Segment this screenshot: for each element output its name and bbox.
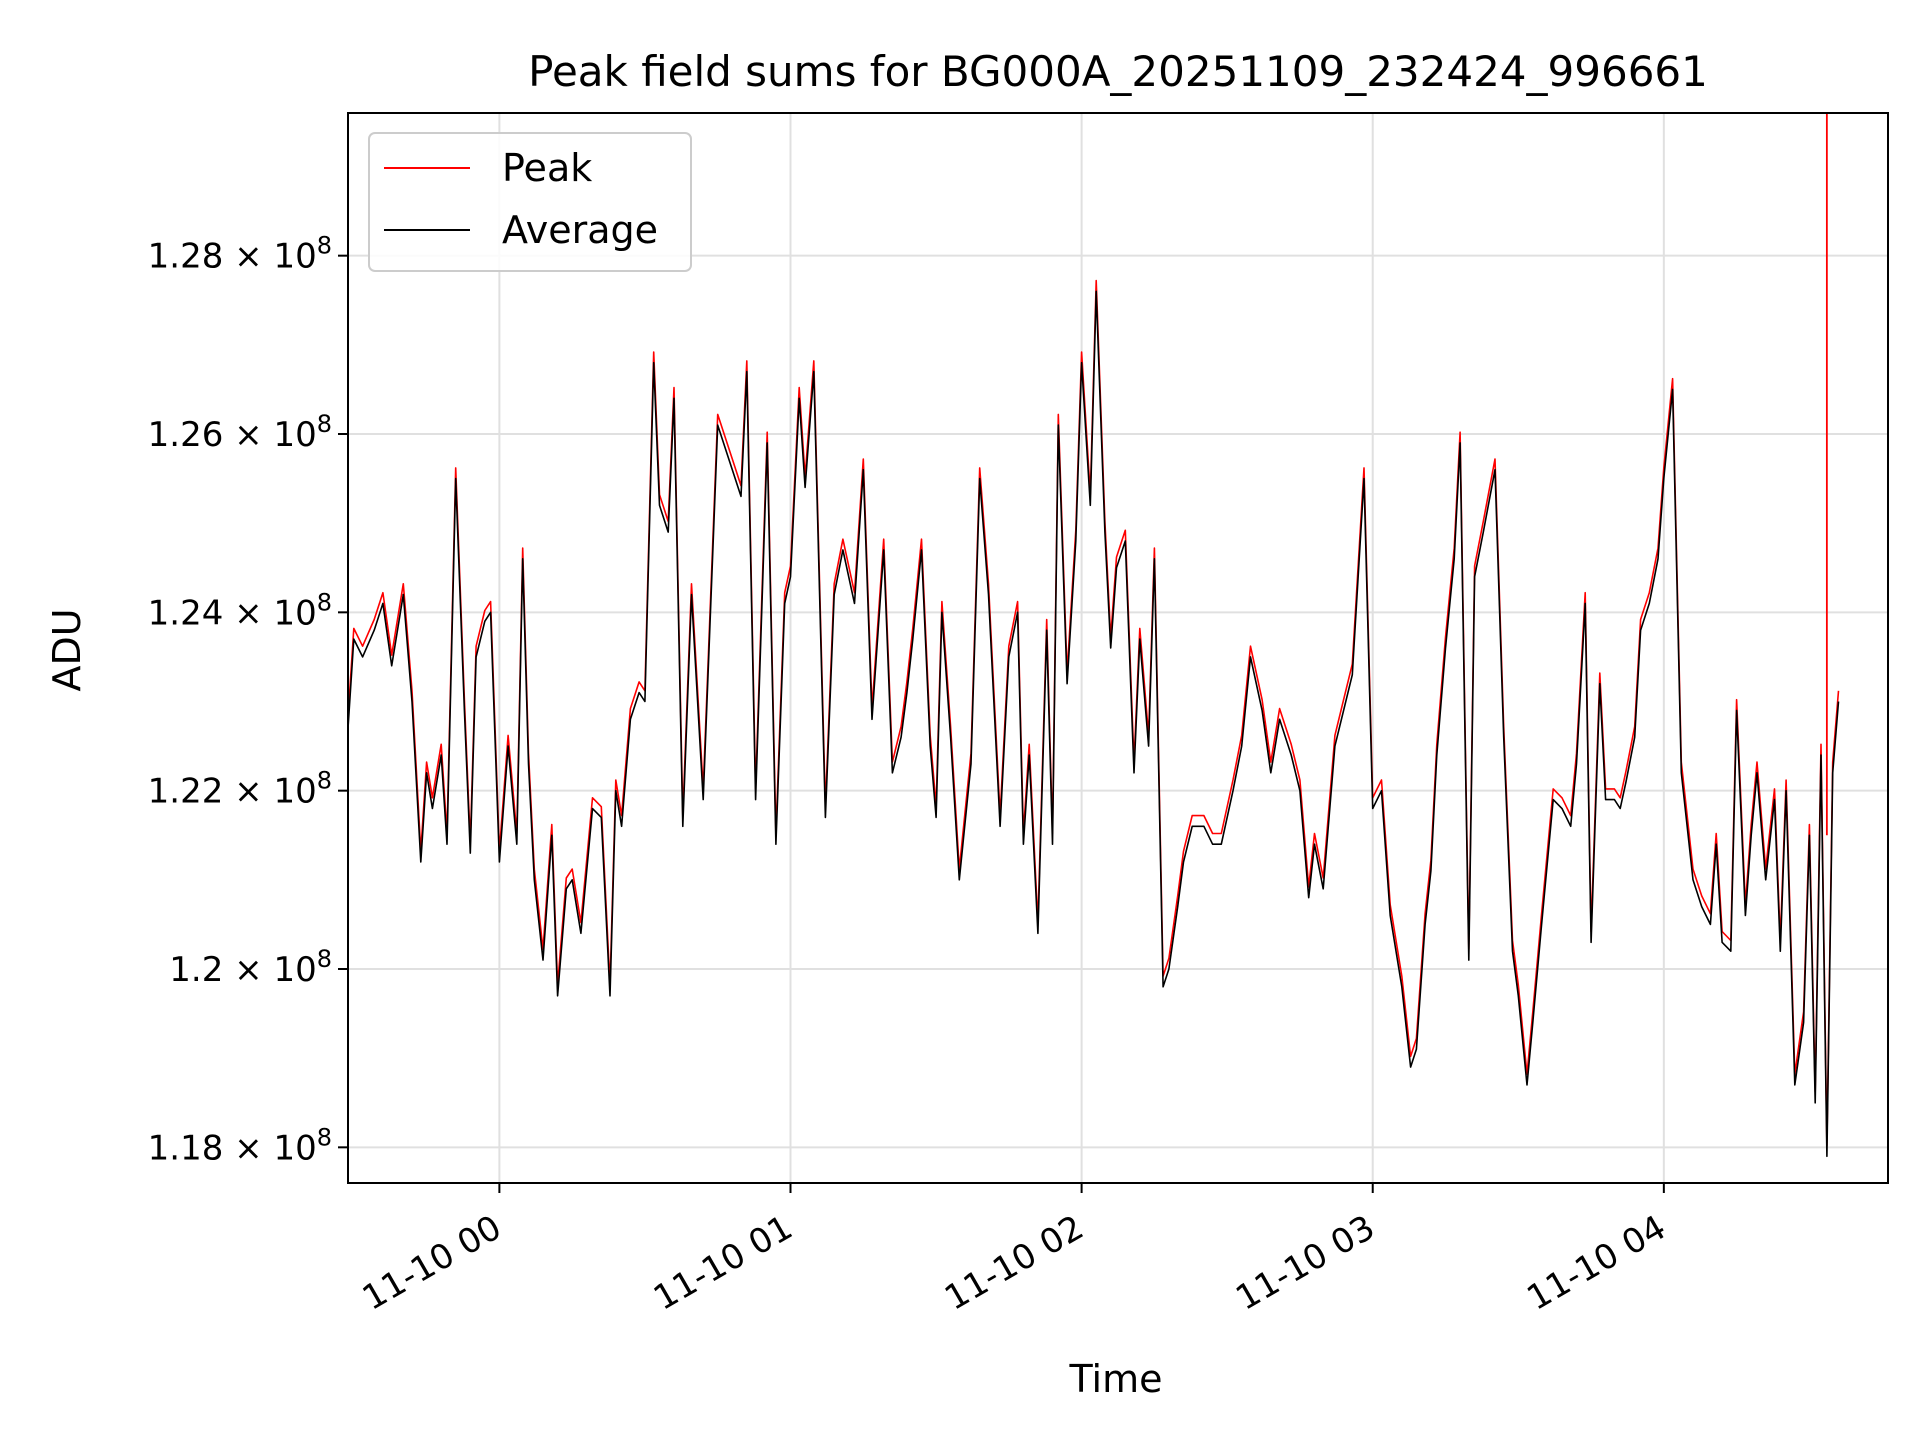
chart-title: Peak field sums for BG000A_20251109_2324… (528, 47, 1708, 96)
y-axis-label: ADU (45, 608, 89, 691)
series-line-average (348, 290, 1840, 1158)
y-tick-label: 1.24 × 108 (148, 588, 332, 633)
y-axis: 1.18 × 108 1.2 × 108 1.22 × 108 1.24 × 108 1… (148, 232, 348, 1168)
x-axis-label: Time (1069, 1357, 1163, 1401)
y-tick-label: 1.28 × 108 (148, 232, 332, 277)
legend-average-label: Average (502, 208, 658, 252)
y-tick-label: 1.26 × 108 (148, 410, 332, 455)
legend: Peak Average (368, 132, 692, 272)
plot-frame (347, 112, 1889, 1184)
y-tick-label: 1.18 × 108 (148, 1123, 332, 1168)
y-tick-label: 1.22 × 108 (148, 767, 332, 812)
y-tick-label: 1.2 × 108 (169, 945, 332, 990)
series-layer (348, 113, 1840, 1158)
grid-lines (348, 113, 1888, 1183)
legend-peak-label: Peak (502, 146, 592, 190)
